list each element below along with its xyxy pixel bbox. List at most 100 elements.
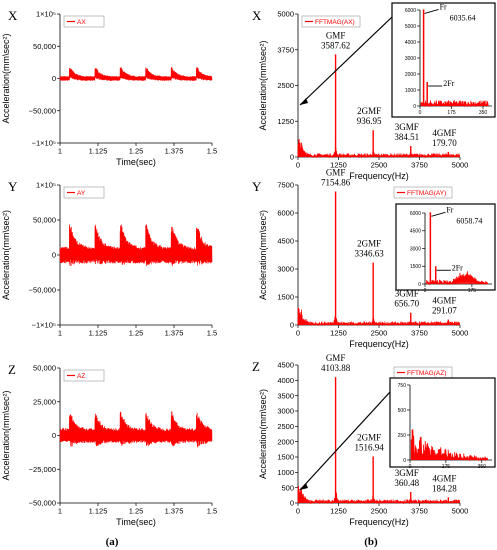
y-tick-label: 3500 bbox=[277, 391, 294, 400]
x-tick-label: 2500 bbox=[371, 329, 388, 338]
x-tick-label: 1 bbox=[58, 507, 62, 516]
x-tick-label: 0 bbox=[419, 110, 422, 116]
y-tick-label: 4500 bbox=[277, 361, 294, 370]
peak-value-4gmf: 291.07 bbox=[432, 306, 457, 316]
x-axis-label: Frequency(Hz) bbox=[349, 339, 409, 349]
y-tick-label: −50,000 bbox=[29, 286, 56, 295]
y-tick-label: 6000 bbox=[410, 211, 421, 217]
x-tick-label: 1 bbox=[58, 147, 62, 156]
peak-label-3gmf: 3GMF bbox=[395, 289, 419, 299]
peak-label-2gmf: 2GMF bbox=[357, 432, 381, 442]
x-tick-label: 0 bbox=[424, 288, 427, 294]
peak-label-4gmf: 4GMF bbox=[432, 473, 456, 483]
y-tick-label: 0 bbox=[290, 321, 294, 330]
x-tick-label: 2500 bbox=[371, 507, 388, 516]
legend-label: FFTMAG(AZ) bbox=[407, 370, 446, 377]
y-tick-label: 3000 bbox=[410, 246, 421, 252]
legend-label: FFTMAG(AY) bbox=[407, 190, 446, 197]
y-tick-label: 750 bbox=[398, 383, 407, 389]
peak-value-4gmf: 179.70 bbox=[432, 138, 457, 148]
x-tick-label: 1.125 bbox=[89, 329, 108, 338]
figure-label-a: (a) bbox=[106, 536, 119, 548]
x-tick-label: 3750 bbox=[411, 329, 428, 338]
inset-frame bbox=[395, 203, 496, 291]
legend-box bbox=[63, 186, 105, 199]
peak-value-4gmf: 184.28 bbox=[432, 483, 457, 493]
inset-frame bbox=[389, 377, 496, 468]
x-tick-label: 1.375 bbox=[165, 329, 184, 338]
chart-fy-inset-axes: 0 175 0 1500 3000 4500 6000 bbox=[410, 211, 492, 294]
y-tick-label: 500 bbox=[398, 408, 407, 414]
peak-value-gmf: 4103.88 bbox=[321, 363, 351, 373]
x-tick-label: 0 bbox=[296, 329, 300, 338]
row-label-z: Z bbox=[8, 362, 16, 377]
y-axis-label: Acceleration(mm\sec²) bbox=[258, 40, 268, 130]
x-tick-label: 0 bbox=[409, 464, 412, 470]
inset-frame bbox=[391, 2, 496, 118]
y-tick-label: 1000 bbox=[405, 88, 416, 94]
x-tick-label: 175 bbox=[468, 288, 477, 294]
legend-label: FFTMAG(AX) bbox=[315, 19, 355, 26]
peak-value-gmf: 7154.86 bbox=[321, 177, 351, 187]
y-tick-label: 0 bbox=[290, 153, 294, 162]
x-tick-label: 1250 bbox=[330, 507, 347, 516]
peak-label-gmf: GMF bbox=[326, 30, 346, 40]
chart-fz-inset-axes: 0 175 350 0 250 500 750 bbox=[398, 383, 492, 470]
y-tick-label: 2500 bbox=[277, 81, 294, 90]
y-tick-label: 3000 bbox=[277, 407, 294, 416]
x-tick-label: 1.375 bbox=[165, 147, 184, 156]
row-label-x: X bbox=[252, 8, 262, 23]
y-tick-label: 25,000 bbox=[33, 397, 56, 406]
peak-value-2gmf: 3346.63 bbox=[355, 249, 385, 259]
y-tick-label: 2500 bbox=[277, 422, 294, 431]
y-axis-label: Acceleration(mm\sec²) bbox=[1, 33, 11, 123]
x-tick-label: 175 bbox=[442, 464, 451, 470]
peak-label-2gmf: 2GMF bbox=[357, 239, 381, 249]
y-tick-label: 250 bbox=[398, 433, 407, 439]
y-tick-label: 7500 bbox=[277, 181, 294, 190]
x-tick-label: 1.125 bbox=[89, 507, 108, 516]
y-tick-label: 1250 bbox=[277, 117, 294, 126]
x-tick-label: 3750 bbox=[411, 161, 428, 170]
spectrum-noise-fz bbox=[297, 485, 460, 505]
inset-peak-label-2fr: 2Fr bbox=[452, 263, 463, 272]
zoom-arrow-line bbox=[299, 391, 391, 491]
chart-tx-axes: 1 1.125 1.25 1.375 1.5 −1×10⁵ −50,000 0 50,000 1×… bbox=[1, 8, 217, 167]
y-tick-label: 50,000 bbox=[33, 364, 56, 373]
x-tick-label: 3750 bbox=[411, 507, 428, 516]
legend-label: AZ bbox=[77, 373, 85, 380]
y-tick-label: 5000 bbox=[277, 10, 294, 19]
chart-fx-axes: 0 1250 2500 3750 5000 0 1250 2500 3750 5000 Freque… bbox=[252, 8, 468, 181]
y-tick-label: 1500 bbox=[277, 453, 294, 462]
chart-fx-inset-axes: 0 175 350 0 1000 2000 3000 4000 5000 6000 bbox=[405, 8, 492, 116]
x-tick-label: 1.25 bbox=[129, 507, 144, 516]
x-tick-label: 0 bbox=[296, 507, 300, 516]
peak-label-gmf: GMF bbox=[326, 353, 346, 363]
y-tick-label: 0 bbox=[290, 499, 294, 508]
row-label-y: Y bbox=[8, 179, 18, 194]
y-tick-label: 0 bbox=[52, 74, 56, 83]
y-tick-label: −50,000 bbox=[29, 499, 56, 508]
y-tick-label: 500 bbox=[281, 483, 294, 492]
y-tick-label: 2000 bbox=[277, 437, 294, 446]
x-tick-label: 1 bbox=[58, 329, 62, 338]
inset-fz: 0 175 350 0 250 500 750 bbox=[299, 377, 496, 491]
legend-label: AX bbox=[77, 19, 86, 26]
x-axis-label: Time(sec) bbox=[116, 157, 156, 167]
peak-value-gmf: 3587.62 bbox=[321, 40, 350, 50]
peak-label-4gmf: 4GMF bbox=[432, 296, 456, 306]
zoom-arrow-head bbox=[300, 98, 308, 105]
x-tick-label: 1250 bbox=[330, 329, 347, 338]
legend-box bbox=[63, 369, 105, 382]
y-tick-label: 3000 bbox=[405, 56, 416, 62]
x-tick-label: 1.5 bbox=[207, 147, 217, 156]
x-tick-label: 175 bbox=[447, 110, 456, 116]
inset-fx: 0 175 350 0 1000 2000 3000 4000 5000 6000 Fr6035.6… bbox=[299, 2, 496, 118]
series-line-ax bbox=[59, 67, 213, 81]
chart-fz-axes: 0 1250 2500 3750 500005001000150020002500300… bbox=[252, 353, 468, 527]
y-tick-label: −50,000 bbox=[29, 106, 56, 115]
y-tick-label: 1×10⁵ bbox=[36, 10, 56, 19]
inset-peak-label-fr: Fr bbox=[446, 205, 453, 214]
